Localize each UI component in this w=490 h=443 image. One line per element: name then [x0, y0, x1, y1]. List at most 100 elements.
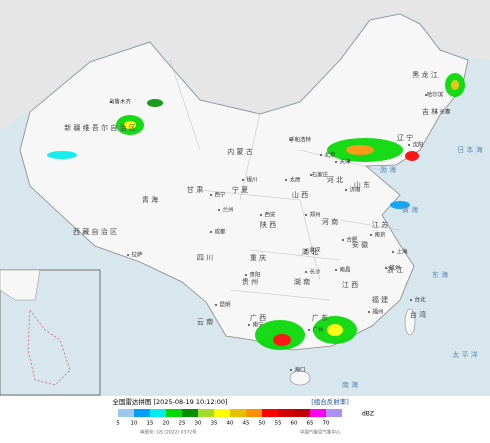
- city-label: 乌鲁木齐: [109, 98, 132, 106]
- sea-label: 东 海: [432, 270, 448, 279]
- city-label: 杭州: [389, 264, 400, 272]
- city-dot: [290, 369, 292, 371]
- city-dot: [335, 161, 337, 163]
- legend-swatch: [118, 409, 134, 417]
- city-label: 沈阳: [412, 141, 423, 149]
- taiwan: [404, 308, 416, 336]
- city-dot: [385, 267, 387, 269]
- city-label: 昆明: [219, 302, 231, 309]
- city-dot: [245, 274, 247, 276]
- city-label: 南昌: [339, 266, 350, 274]
- city-dot: [370, 234, 372, 236]
- city-label: 兰州: [222, 206, 233, 214]
- city-label: 哈尔滨: [427, 91, 444, 99]
- province-label: 甘 肃: [187, 185, 203, 194]
- city-label: 拉萨: [131, 251, 143, 259]
- province-label: 云 南: [197, 317, 213, 326]
- legend-product: [组合反射率]: [311, 397, 349, 406]
- city-label: 福州: [372, 308, 383, 316]
- city-label: 济南: [349, 186, 361, 194]
- city-dot: [210, 231, 212, 233]
- province-label: 内 蒙 古: [227, 147, 252, 156]
- sea-label: 南 海: [342, 380, 358, 389]
- legend-unit: dBZ: [362, 411, 374, 418]
- province-label: 辽 宁: [397, 133, 413, 142]
- city-label: 石家庄: [312, 171, 329, 179]
- legend-swatch: [198, 409, 214, 417]
- footer-left: 审图号: GS (2022) 0372号: [140, 429, 197, 436]
- city-dot: [308, 329, 310, 331]
- city-label: 台北: [414, 296, 426, 304]
- legend-area: [0, 396, 490, 439]
- province-borders: [169, 59, 401, 301]
- province-label: 山 东: [354, 180, 370, 189]
- province-label: 江 西: [342, 281, 358, 289]
- legend-tick-label: 65: [307, 421, 314, 427]
- legend-swatch: [278, 409, 294, 417]
- city-label: 郑州: [309, 211, 320, 219]
- city-dot: [210, 194, 212, 196]
- province-label: 福 建: [372, 295, 388, 304]
- legend-swatch: [150, 409, 166, 417]
- legend-swatch: [182, 409, 198, 417]
- legend-tick-label: 10: [131, 421, 138, 427]
- legend-tick-label: 40: [227, 421, 234, 427]
- city-label: 西安: [264, 211, 276, 219]
- province-label: 湖 北: [302, 247, 318, 256]
- legend-tick-label: 30: [195, 421, 202, 427]
- sea-label: 渤 海: [380, 165, 396, 174]
- province-label: 宁 夏: [232, 185, 248, 194]
- province-label: 新 疆 维 吾 尔 自 治 区: [64, 123, 136, 132]
- legend-tick-label: 5: [116, 421, 120, 427]
- city-dot: [305, 271, 307, 273]
- city-dot: [290, 139, 292, 141]
- city-label: 太原: [289, 176, 301, 184]
- city-label: 南京: [374, 231, 386, 239]
- city-dot: [242, 179, 244, 181]
- sea-label: 黄 海: [402, 205, 418, 214]
- legend-tick-label: 70: [323, 421, 330, 427]
- legend-tick-label: 20: [163, 421, 170, 427]
- province-label: 西 藏 自 治 区: [73, 227, 117, 236]
- legend-swatch: [326, 409, 342, 417]
- legend-swatch: [262, 409, 278, 417]
- city-dot: [335, 269, 337, 271]
- city-dot: [110, 101, 112, 103]
- city-label: 南宁: [252, 321, 264, 329]
- province-label: 湖 南: [294, 277, 310, 286]
- legend-swatch: [230, 409, 246, 417]
- city-label: 海口: [294, 366, 305, 374]
- city-dot: [285, 179, 287, 181]
- city-label: 长春: [439, 108, 451, 116]
- city-label: 广州: [312, 326, 323, 334]
- city-label: 合肥: [346, 236, 358, 244]
- legend-tick-label: 55: [275, 421, 282, 427]
- province-label: 江 苏: [372, 220, 388, 229]
- city-dot: [392, 251, 394, 253]
- city-label: 贵阳: [249, 271, 260, 279]
- province-label: 安 徽: [352, 240, 368, 249]
- province-label: 广 西: [250, 313, 266, 322]
- city-dot: [260, 214, 262, 216]
- legend-swatch: [294, 409, 310, 417]
- city-dot: [368, 311, 370, 313]
- city-label: 银川: [246, 176, 257, 184]
- province-label: 吉 林: [422, 107, 438, 116]
- neighbor-land: [0, 0, 490, 130]
- province-label: 广 东: [312, 313, 328, 322]
- footer-right: 中国气象局气象中心: [300, 429, 341, 436]
- city-dot: [410, 299, 412, 301]
- hainan: [289, 370, 311, 386]
- city-label: 呼和浩特: [289, 136, 312, 144]
- city-dot: [425, 94, 427, 96]
- inset-land: [0, 269, 41, 301]
- city-label: 西宁: [214, 191, 226, 199]
- province-label: 贵 州: [242, 277, 258, 286]
- legend-swatch: [166, 409, 182, 417]
- legend-swatch: [134, 409, 150, 417]
- city-dot: [248, 324, 250, 326]
- legend-swatch: [214, 409, 230, 417]
- province-label: 陕 西: [260, 220, 276, 229]
